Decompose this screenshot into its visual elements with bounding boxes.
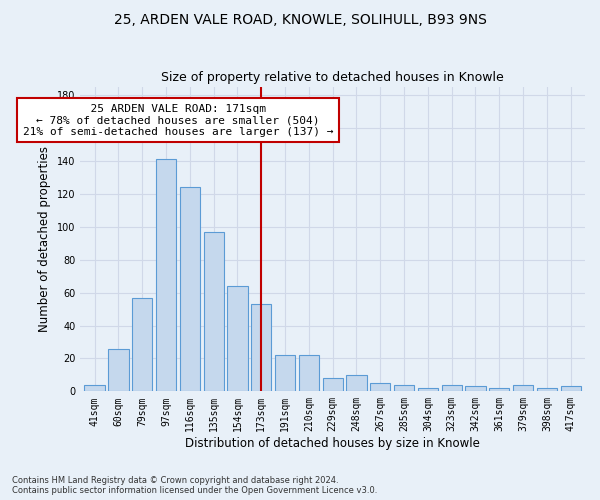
Text: 25, ARDEN VALE ROAD, KNOWLE, SOLIHULL, B93 9NS: 25, ARDEN VALE ROAD, KNOWLE, SOLIHULL, B…	[113, 12, 487, 26]
Bar	[275, 355, 295, 392]
Bar	[346, 375, 367, 392]
Bar	[537, 388, 557, 392]
Bar	[513, 385, 533, 392]
Bar	[560, 386, 581, 392]
Bar	[466, 386, 485, 392]
Bar	[132, 298, 152, 392]
Bar	[442, 385, 462, 392]
Y-axis label: Number of detached properties: Number of detached properties	[38, 146, 52, 332]
Bar	[251, 304, 271, 392]
Bar	[323, 378, 343, 392]
Bar	[85, 385, 105, 392]
Title: Size of property relative to detached houses in Knowle: Size of property relative to detached ho…	[161, 72, 504, 85]
Bar	[227, 286, 248, 392]
Bar	[203, 232, 224, 392]
Bar	[180, 188, 200, 392]
Bar	[418, 388, 438, 392]
X-axis label: Distribution of detached houses by size in Knowle: Distribution of detached houses by size …	[185, 437, 480, 450]
Bar	[394, 385, 414, 392]
Bar	[489, 388, 509, 392]
Bar	[108, 348, 128, 392]
Bar	[156, 160, 176, 392]
Text: 25 ARDEN VALE ROAD: 171sqm  
← 78% of detached houses are smaller (504)
21% of s: 25 ARDEN VALE ROAD: 171sqm ← 78% of deta…	[23, 104, 333, 136]
Text: Contains HM Land Registry data © Crown copyright and database right 2024.
Contai: Contains HM Land Registry data © Crown c…	[12, 476, 377, 495]
Bar	[299, 355, 319, 392]
Bar	[370, 383, 391, 392]
